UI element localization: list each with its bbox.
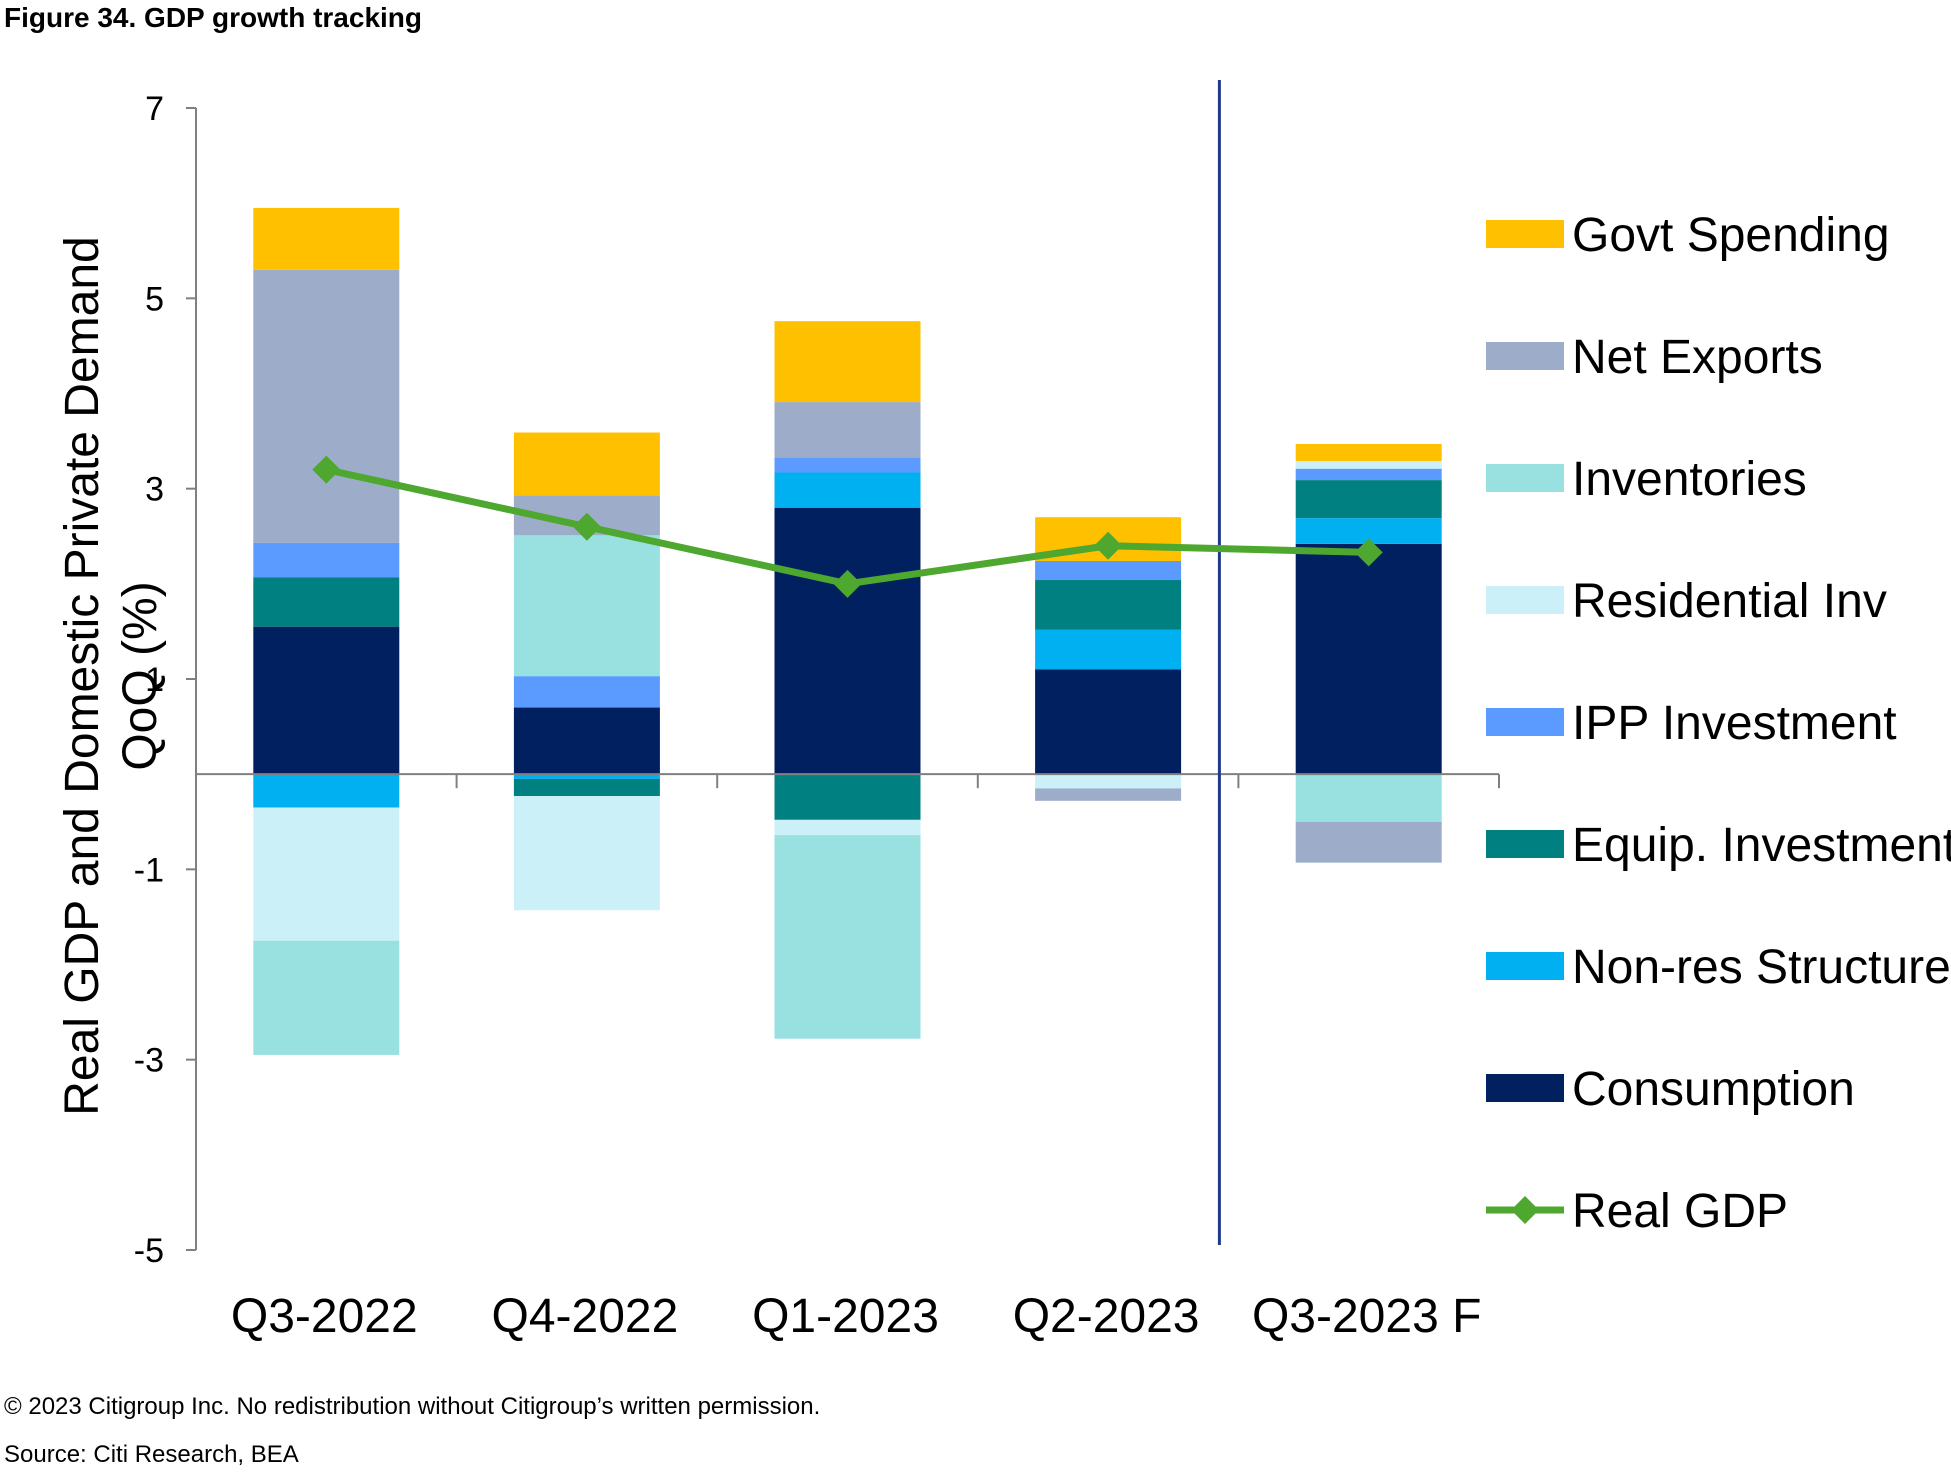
legend-item-inventories: Inventories [1486,453,1807,506]
real-gdp-line [312,455,1383,598]
real-gdp-marker-q4-2022 [572,512,601,541]
legend-label: Equip. Investment [1572,819,1951,872]
legend-label: Non-res Structures [1572,941,1951,994]
bar-inventories-q4-2022 [513,535,660,677]
y-tick-label: 1 [145,661,164,699]
bar-net-exports-q3-2023-f [1295,821,1442,863]
bar-net-exports-q3-2022 [253,269,400,543]
bar-net-exports-q1-2023 [774,402,921,458]
y-tick-label: 3 [145,471,164,509]
legend-item-non-res-structures: Non-res Structures [1486,941,1951,994]
bar-ipp-investment-q3-2023-f [1295,468,1442,481]
bar-inventories-q1-2023 [774,835,921,1039]
category-label-q3-2022: Q3-2022 [231,1290,418,1343]
legend-item-net-exports: Net Exports [1486,331,1823,384]
bar-consumption-q3-2023-f [1295,543,1442,775]
bar-residential-inv-q3-2022 [253,807,400,941]
bar-inventories-q3-2022 [253,940,400,1055]
bar-residential-inv-q2-2023 [1035,774,1182,789]
legend-label: Govt Spending [1572,209,1890,262]
legend: Govt Spending Net Exports Inventories Resid… [1486,209,1951,1238]
legend-item-equip-investment: Equip. Investment [1486,819,1951,872]
legend-label: Net Exports [1572,331,1823,384]
legend-swatch [1486,586,1564,614]
legend-item-govt-spending: Govt Spending [1486,209,1890,262]
legend-swatch [1486,952,1564,980]
legend-item-residential-inv: Residential Inv [1486,575,1887,628]
y-axis-title-line: QoQ (%) [114,581,167,770]
y-axis-title-line: Real GDP and Domestic Private Demand [56,236,109,1116]
bar-consumption-q2-2023 [1035,669,1182,775]
y-axis-title: Real GDP and Domestic Private Demand QoQ … [56,236,167,1116]
legend-swatch [1486,220,1564,248]
bar-stacks [253,207,1442,1055]
bar-non-res-structures-q1-2023 [774,472,921,508]
bar-govt-spending-q1-2023 [774,321,921,403]
category-label-q2-2023: Q2-2023 [1013,1290,1200,1343]
legend-label: Residential Inv [1572,575,1887,628]
y-axis-label: Real GDP and Domestic Private Demand QoQ … [56,236,167,1116]
bar-govt-spending-q3-2023-f [1295,443,1442,462]
bar-net-exports-q2-2023 [1035,788,1182,801]
legend-swatch [1486,708,1564,736]
y-tick-label: -5 [134,1232,164,1270]
bar-consumption-q3-2022 [253,626,400,775]
bar-equip-investment-q1-2023 [774,774,921,820]
y-tick-label: 7 [145,90,164,128]
category-labels: Q3-2022 Q4-2022 Q1-2023 Q2-2023 Q3-2023 F [231,1290,1482,1343]
legend-swatch-marker [1511,1196,1539,1224]
bar-non-res-structures-q4-2022 [513,774,660,779]
bar-ipp-investment-q3-2022 [253,542,400,578]
bar-ipp-investment-q2-2023 [1035,560,1182,581]
legend-label: Consumption [1572,1063,1855,1116]
bar-residential-inv-q1-2023 [774,819,921,836]
bar-equip-investment-q3-2022 [253,577,400,627]
legend-label: IPP Investment [1572,697,1897,750]
real-gdp-marker-q3-2023-f [1354,538,1383,567]
chart-title: Figure 34. GDP growth tracking [4,2,423,33]
bar-consumption-q1-2023 [774,507,921,775]
legend-label: Inventories [1572,453,1807,506]
axes: -5 -3 -1 1 3 5 7 [134,80,1500,1270]
bar-govt-spending-q4-2022 [513,432,660,496]
bar-ipp-investment-q4-2022 [513,676,660,708]
legend-item-ipp-investment: IPP Investment [1486,697,1897,750]
real-gdp-marker-q1-2023 [833,569,862,598]
bar-equip-investment-q4-2022 [513,778,660,797]
legend-label: Real GDP [1572,1185,1788,1238]
bar-consumption-q4-2022 [513,707,660,775]
bar-non-res-structures-q3-2022 [253,774,400,808]
real-gdp-marker-q2-2023 [1094,531,1123,560]
legend-swatch [1486,464,1564,492]
category-label-q1-2023: Q1-2023 [752,1290,939,1343]
bar-residential-inv-q4-2022 [513,796,660,911]
bar-equip-investment-q3-2023-f [1295,480,1442,519]
y-tick-label: -3 [134,1042,164,1080]
bar-ipp-investment-q1-2023 [774,457,921,473]
source-note: Source: Citi Research, BEA [4,1441,299,1468]
legend-item-consumption: Consumption [1486,1063,1855,1116]
bar-equip-investment-q2-2023 [1035,580,1182,630]
legend-swatch [1486,1074,1564,1102]
legend-item-real-gdp: Real GDP [1486,1185,1788,1238]
bar-non-res-structures-q2-2023 [1035,629,1182,670]
y-tick-label: -1 [134,851,164,889]
real-gdp-marker-q3-2022 [312,455,341,484]
copyright-note: © 2023 Citigroup Inc. No redistribution … [4,1393,821,1420]
bar-inventories-q3-2023-f [1295,774,1442,822]
legend-swatch [1486,830,1564,858]
bar-residential-inv-q3-2023-f [1295,461,1442,469]
legend-swatch [1486,342,1564,370]
y-tick-label: 5 [145,280,164,318]
category-label-q4-2022: Q4-2022 [492,1290,679,1343]
bar-govt-spending-q3-2022 [253,207,400,270]
category-label-q3-2023-f: Q3-2023 F [1252,1290,1481,1343]
